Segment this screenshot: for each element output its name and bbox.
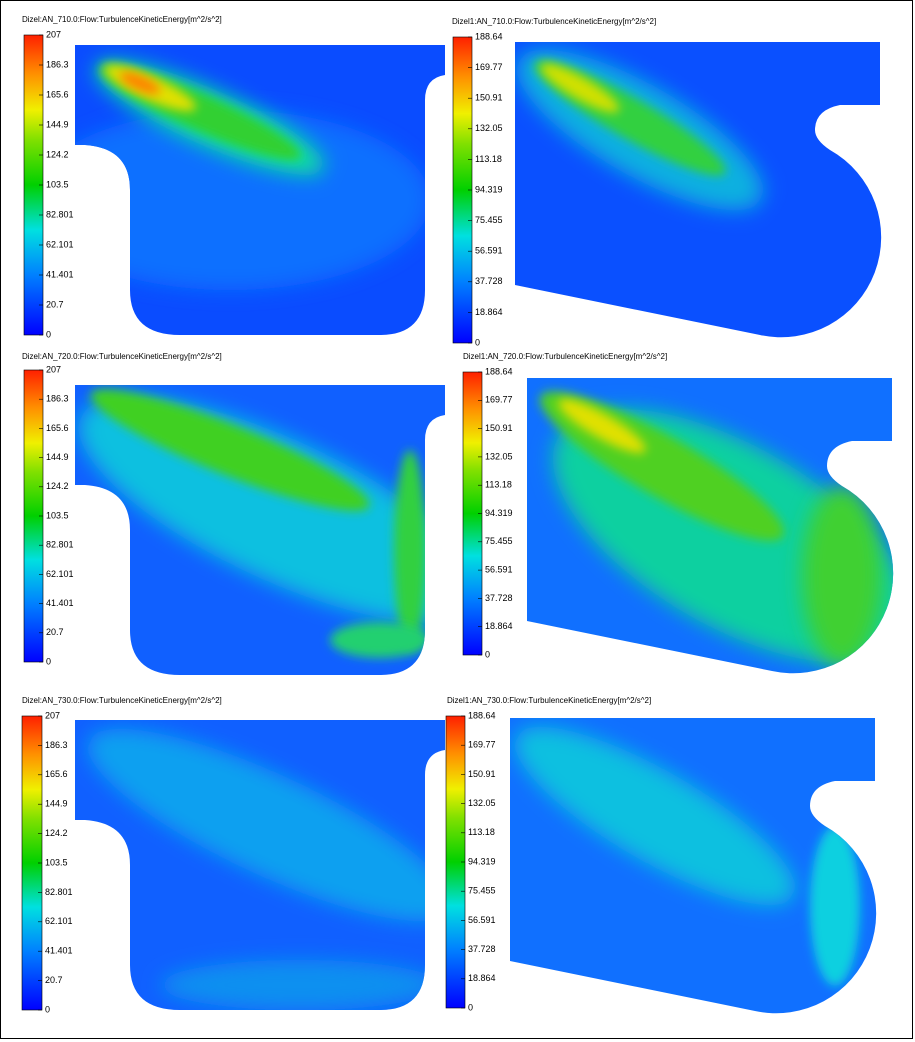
colorbar-tick-label: 150.91 xyxy=(475,93,503,103)
colorbar-tick-label: 75.455 xyxy=(468,886,496,896)
colorbar-tick-label: 103.5 xyxy=(45,857,68,867)
colorbar-tick-label: 0 xyxy=(468,1002,473,1012)
colorbar-tick-label: 103.5 xyxy=(46,510,69,520)
colorbar-tick-label: 18.864 xyxy=(475,307,503,317)
colorbar-tick-label: 124.2 xyxy=(46,149,69,159)
colorbar-tick-label: 113.18 xyxy=(485,480,512,490)
colorbar-tick-label: 113.18 xyxy=(468,827,495,837)
colorbar-tick-label: 0 xyxy=(46,656,51,666)
colorbar-tick-label: 20.7 xyxy=(46,299,64,309)
colorbar-tick-label: 82.801 xyxy=(46,540,74,550)
contour-plot xyxy=(75,720,445,1010)
colorbar-tick-label: 94.319 xyxy=(468,856,496,866)
panel-title: Dizel1:AN_720.0:Flow:TurbulenceKineticEn… xyxy=(463,352,667,361)
colorbar-tick-label: 132.05 xyxy=(485,451,513,461)
colorbar-tick-label: 186.3 xyxy=(46,394,69,404)
colorbar-tick-label: 37.728 xyxy=(485,593,513,603)
panel-title: Dizel1:AN_730.0:Flow:TurbulenceKineticEn… xyxy=(447,696,651,705)
colorbar-tick-label: 150.91 xyxy=(485,423,513,433)
colorbar-tick-label: 144.9 xyxy=(46,452,69,462)
colorbar-tick-label: 41.401 xyxy=(45,946,73,956)
colorbar-tick-label: 144.9 xyxy=(45,799,68,809)
colorbar-tick-label: 0 xyxy=(45,1004,50,1014)
colorbar-tick-label: 132.05 xyxy=(468,798,496,808)
colorbar-tick-label: 41.401 xyxy=(46,598,74,608)
colorbar-tick-label: 62.101 xyxy=(46,239,74,249)
colorbar-tick-label: 75.455 xyxy=(475,215,503,225)
colorbar-tick-label: 82.801 xyxy=(46,209,74,219)
colorbar-tick-label: 0 xyxy=(475,337,480,347)
colorbar-tick-label: 169.77 xyxy=(468,740,496,750)
colorbar-tick-label: 62.101 xyxy=(46,569,74,579)
colorbar-tick-label: 0 xyxy=(485,649,490,659)
colorbar-tick-label: 132.05 xyxy=(475,123,503,133)
colorbar-tick-label: 144.9 xyxy=(46,119,69,129)
panel-title: Dizel:AN_710.0:Flow:TurbulenceKineticEne… xyxy=(22,15,222,24)
colorbar-tick-label: 0 xyxy=(46,329,51,339)
colorbar-tick-label: 94.319 xyxy=(485,508,513,518)
colorbar-tick-label: 41.401 xyxy=(46,269,74,279)
colorbar-tick-label: 20.7 xyxy=(46,627,64,637)
panel-title: Dizel:AN_730.0:Flow:TurbulenceKineticEne… xyxy=(22,696,222,705)
colorbar-tick-label: 94.319 xyxy=(475,184,503,194)
colorbar-tick-label: 207 xyxy=(46,364,61,374)
contour-plot xyxy=(527,378,894,674)
colorbar-tick-label: 169.77 xyxy=(475,62,503,72)
colorbar-tick-label: 75.455 xyxy=(485,536,513,546)
colorbar-tick-label: 18.864 xyxy=(485,621,513,631)
colorbar-tick-label: 188.64 xyxy=(468,710,496,720)
colorbar-tick-label: 207 xyxy=(45,710,60,720)
colorbar-tick-label: 207 xyxy=(46,29,61,39)
colorbar-tick-label: 188.64 xyxy=(485,366,513,376)
colorbar-tick-label: 124.2 xyxy=(45,828,68,838)
colorbar-tick-label: 20.7 xyxy=(45,975,63,985)
colorbar-tick-label: 37.728 xyxy=(475,276,503,286)
panel-title: Dizel:AN_720.0:Flow:TurbulenceKineticEne… xyxy=(22,352,222,361)
colorbar-tick-label: 18.864 xyxy=(468,973,496,983)
colorbar-tick-label: 165.6 xyxy=(45,769,68,779)
contour-plot xyxy=(75,45,445,335)
panel-title: Dizel1:AN_710.0:Flow:TurbulenceKineticEn… xyxy=(452,17,656,26)
colorbar-tick-label: 56.591 xyxy=(475,246,503,256)
contour-plot xyxy=(510,718,877,1014)
colorbar-tick-label: 62.101 xyxy=(45,916,73,926)
colorbar-tick-label: 56.591 xyxy=(468,915,496,925)
colorbar-tick-label: 56.591 xyxy=(485,564,513,574)
colorbar-tick-label: 165.6 xyxy=(46,89,69,99)
colorbar-tick-label: 186.3 xyxy=(46,59,69,69)
contour-plot xyxy=(75,385,445,675)
colorbar-tick-label: 103.5 xyxy=(46,179,69,189)
colorbar-tick-label: 169.77 xyxy=(485,395,513,405)
colorbar-tick-label: 124.2 xyxy=(46,481,69,491)
colorbar-tick-label: 186.3 xyxy=(45,740,68,750)
colorbar-tick-label: 188.64 xyxy=(475,31,503,41)
contour-plot xyxy=(515,42,882,338)
colorbar-tick-label: 113.18 xyxy=(475,154,502,164)
colorbar-tick-label: 165.6 xyxy=(46,423,69,433)
colorbar-tick-label: 150.91 xyxy=(468,769,496,779)
colorbar-tick-label: 37.728 xyxy=(468,944,496,954)
colorbar-tick-label: 82.801 xyxy=(45,887,73,897)
